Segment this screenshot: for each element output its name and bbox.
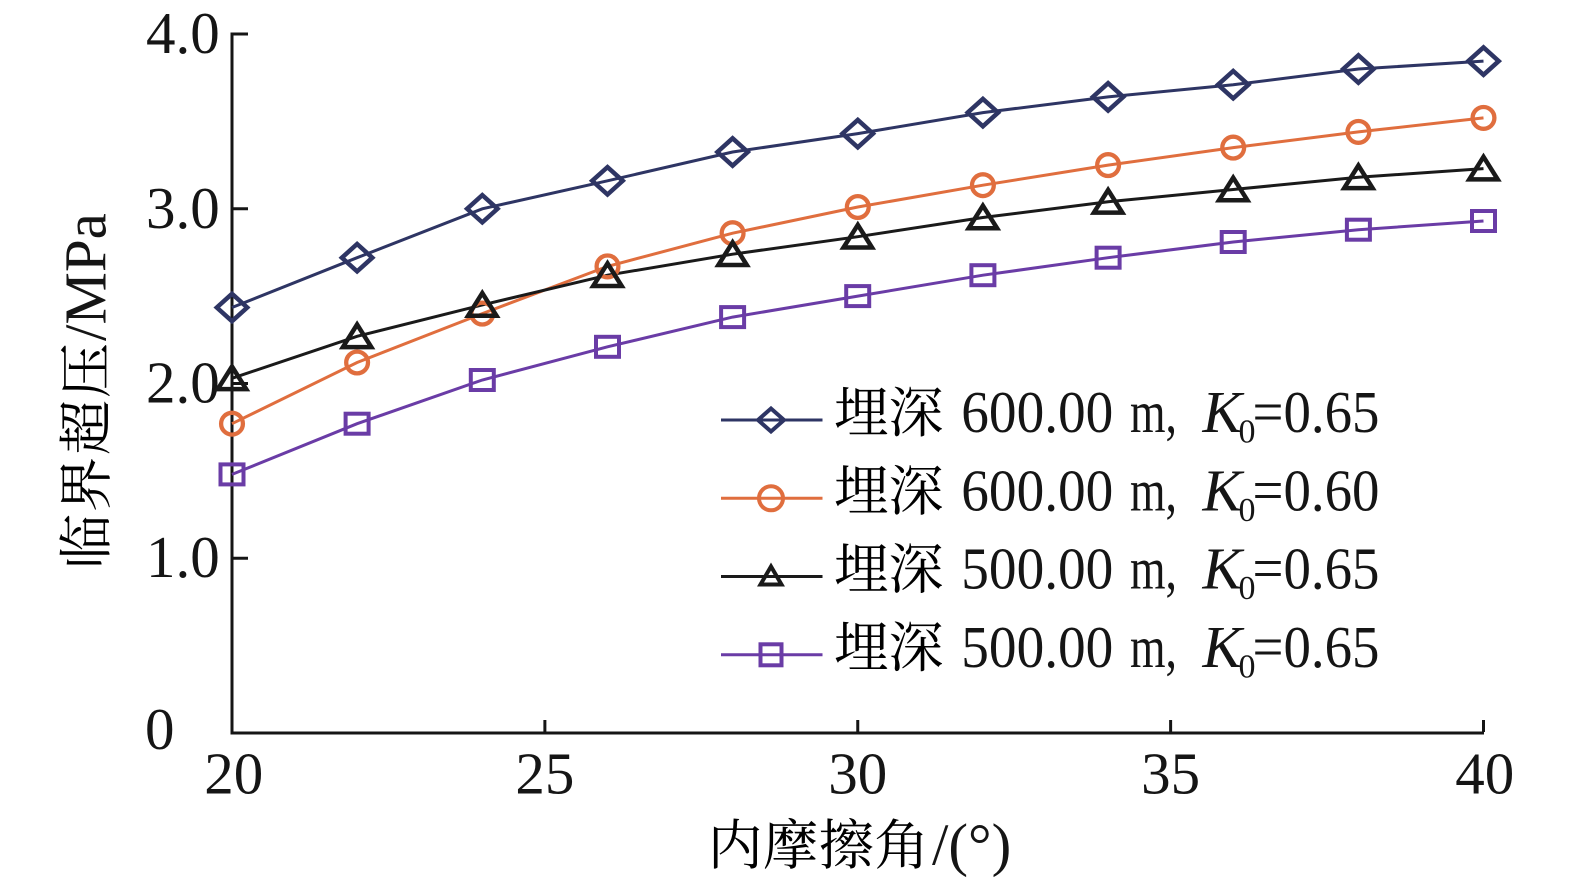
svg-text:3.0: 3.0 (146, 175, 220, 241)
svg-text:0: 0 (1239, 648, 1256, 685)
svg-text:=0.65: =0.65 (1253, 379, 1380, 445)
svg-text:600.00: 600.00 (961, 379, 1113, 445)
svg-text:500.00: 500.00 (961, 536, 1113, 602)
svg-text:1.0: 1.0 (146, 524, 220, 590)
svg-text:m,: m, (1130, 457, 1177, 523)
svg-text:25: 25 (515, 741, 574, 807)
svg-text:35: 35 (1141, 741, 1200, 807)
svg-text:K: K (1202, 536, 1245, 602)
svg-text:m,: m, (1130, 379, 1177, 445)
svg-text:=0.65: =0.65 (1253, 614, 1380, 680)
svg-text:0: 0 (1239, 570, 1256, 607)
svg-text:=0.65: =0.65 (1253, 536, 1380, 602)
svg-text:m,: m, (1130, 614, 1177, 680)
svg-text:4.0: 4.0 (146, 0, 220, 66)
svg-text:2.0: 2.0 (146, 350, 220, 416)
svg-text:/MPa: /MPa (53, 213, 119, 341)
svg-text:K: K (1202, 457, 1245, 523)
svg-text:=0.60: =0.60 (1253, 457, 1380, 523)
svg-text:600.00: 600.00 (961, 457, 1113, 523)
svg-text:30: 30 (828, 741, 887, 807)
svg-text:K: K (1202, 614, 1245, 680)
svg-text:m,: m, (1130, 536, 1177, 602)
svg-text:20: 20 (204, 741, 263, 807)
svg-text:0: 0 (1239, 492, 1256, 529)
svg-text:0: 0 (145, 696, 175, 762)
svg-text:500.00: 500.00 (961, 614, 1113, 680)
svg-text:40: 40 (1455, 741, 1514, 807)
svg-text:0: 0 (1239, 414, 1256, 451)
svg-text:/(°): /(°) (932, 812, 1011, 878)
svg-text:K: K (1202, 379, 1245, 445)
